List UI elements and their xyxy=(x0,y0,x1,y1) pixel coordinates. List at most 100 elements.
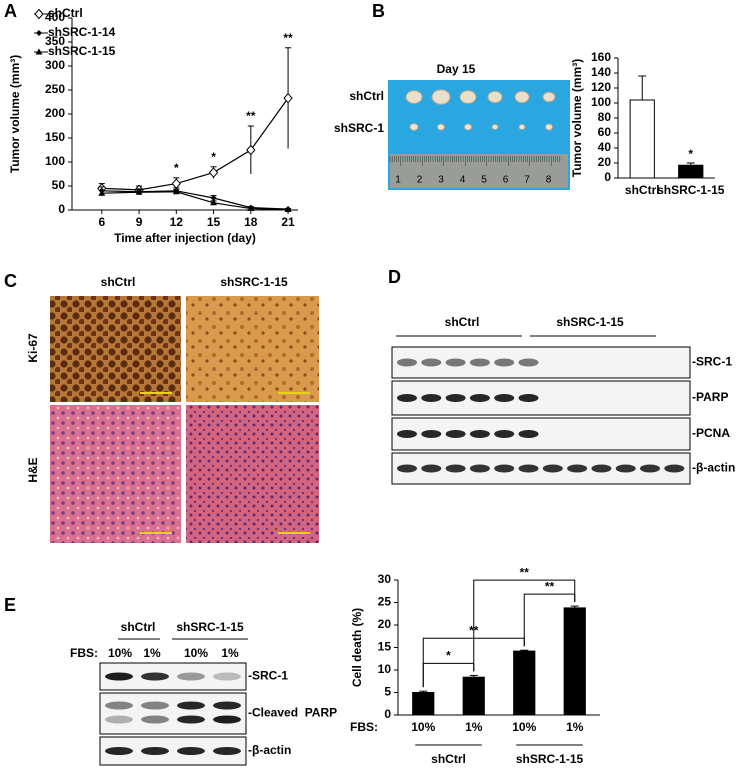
fbs-label: FBS: xyxy=(70,646,98,660)
x-tick-label: 10% xyxy=(411,720,435,734)
y-tick-label: 200 xyxy=(45,106,65,120)
y-axis-label: Cell death (%) xyxy=(350,608,364,687)
marker xyxy=(247,205,255,212)
band xyxy=(397,394,417,402)
y-tick-label: 0 xyxy=(58,202,65,216)
y-tick-label: 350 xyxy=(45,34,65,48)
y-tick-label: 5 xyxy=(384,685,391,699)
bar xyxy=(462,676,485,716)
band xyxy=(213,672,241,681)
band xyxy=(397,430,417,438)
blot-strip xyxy=(391,346,691,379)
panel-label: E xyxy=(4,595,16,615)
y-axis-label: Tumor volume (mm³) xyxy=(570,59,584,177)
marker xyxy=(284,206,292,213)
tumor xyxy=(514,90,530,104)
annotation: ** xyxy=(283,31,293,45)
band xyxy=(469,394,490,402)
ruler-number: 4 xyxy=(460,175,466,186)
band xyxy=(421,358,442,367)
ruler-number: 3 xyxy=(438,175,444,186)
band xyxy=(494,394,515,402)
blot: -SRC-1 -Cleaved PARP -β-actin xyxy=(99,662,337,766)
ihc-image xyxy=(186,296,319,402)
x-tick-label: 10% xyxy=(512,720,536,734)
marker xyxy=(208,167,219,178)
bracket-label: ** xyxy=(520,565,530,579)
fbs-value: 1% xyxy=(143,646,161,660)
y-tick-label: 10 xyxy=(378,662,392,676)
bracket xyxy=(473,579,576,672)
x-axis-label: Time after injection (day) xyxy=(114,231,256,245)
annotation: * xyxy=(688,147,693,161)
band xyxy=(445,358,466,367)
tumor xyxy=(405,90,423,104)
band xyxy=(105,747,133,755)
marker xyxy=(246,144,256,156)
band xyxy=(445,430,466,438)
band xyxy=(141,715,169,724)
panel-label: B xyxy=(372,1,385,21)
band xyxy=(421,430,442,438)
band xyxy=(177,701,205,710)
marker xyxy=(210,195,217,201)
band xyxy=(518,464,539,473)
bar xyxy=(678,164,704,179)
ruler-number: 7 xyxy=(524,175,530,186)
band xyxy=(421,394,442,402)
band xyxy=(518,430,539,438)
marker xyxy=(171,178,181,189)
y-tick-label: 30 xyxy=(378,572,392,586)
x-tick-label: 9 xyxy=(136,215,143,229)
legend-marker xyxy=(36,30,42,36)
band-label: -SRC-1 xyxy=(692,355,732,369)
band xyxy=(445,464,466,473)
panel-label: A xyxy=(4,1,17,21)
bar xyxy=(563,607,586,716)
band xyxy=(640,464,660,473)
band xyxy=(213,701,241,710)
band-label: -PCNA xyxy=(692,426,730,440)
ruler-number: 1 xyxy=(395,175,401,186)
band xyxy=(518,358,539,367)
band xyxy=(141,672,169,681)
tumor xyxy=(459,90,477,104)
band xyxy=(421,464,442,473)
row-label: Ki-67 xyxy=(26,333,40,363)
blot-strip xyxy=(391,380,691,416)
y-tick-label: 0 xyxy=(604,170,611,184)
band-label: -PARP xyxy=(692,390,728,404)
x-tick-label: 15 xyxy=(207,215,221,229)
group-label: shSRC-1-15 xyxy=(176,620,244,634)
y-tick-label: 300 xyxy=(45,58,65,72)
ruler-number: 6 xyxy=(503,175,509,186)
marker xyxy=(283,92,293,104)
y-tick-label: 50 xyxy=(52,178,66,192)
bar xyxy=(629,99,655,179)
y-tick-label: 120 xyxy=(591,80,611,94)
legend-marker xyxy=(35,48,43,55)
band xyxy=(469,430,490,438)
annotation: * xyxy=(174,161,179,175)
ruler-number: 5 xyxy=(481,175,487,186)
marker xyxy=(135,188,143,195)
y-tick-label: 15 xyxy=(378,640,392,654)
tumor xyxy=(437,123,445,131)
y-tick-label: 160 xyxy=(591,50,611,64)
y-tick-label: 140 xyxy=(591,65,611,79)
band xyxy=(494,430,515,438)
group-label: shCtrl xyxy=(431,752,466,766)
ruler-number: 8 xyxy=(546,175,552,186)
legend-label: shSRC-1-14 xyxy=(48,25,116,39)
band xyxy=(141,747,169,755)
x-tick-label: shCtrl xyxy=(625,183,660,197)
y-tick-label: 25 xyxy=(378,595,392,609)
band-label: -SRC-1 xyxy=(248,669,288,683)
y-tick-label: 400 xyxy=(45,10,65,24)
column-label: shCtrl xyxy=(101,275,136,289)
row-label: H&E xyxy=(26,457,40,482)
band xyxy=(397,358,417,367)
band xyxy=(494,464,515,473)
panel-label: D xyxy=(388,267,401,287)
